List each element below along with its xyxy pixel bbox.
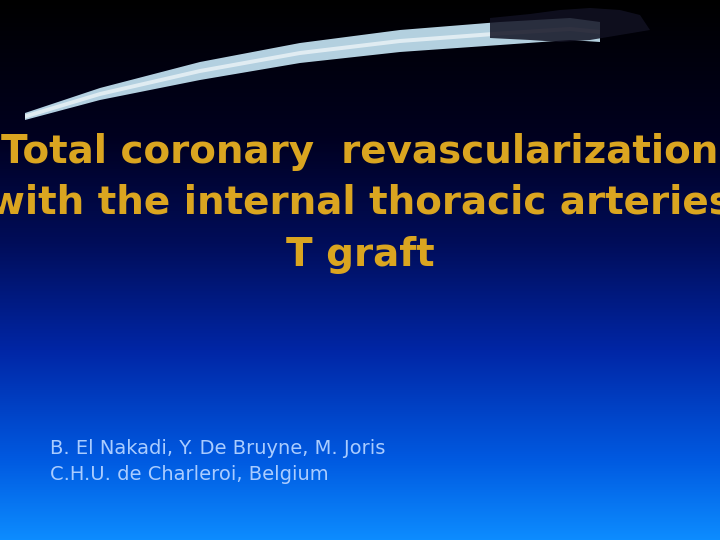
Polygon shape: [25, 27, 600, 118]
Text: Total coronary  revascularization: Total coronary revascularization: [1, 133, 719, 171]
Polygon shape: [25, 18, 600, 120]
Text: B. El Nakadi, Y. De Bruyne, M. Joris: B. El Nakadi, Y. De Bruyne, M. Joris: [50, 438, 385, 457]
Text: with the internal thoracic arteries: with the internal thoracic arteries: [0, 183, 720, 221]
Text: C.H.U. de Charleroi, Belgium: C.H.U. de Charleroi, Belgium: [50, 464, 328, 483]
Text: T graft: T graft: [286, 236, 434, 274]
Polygon shape: [490, 8, 650, 42]
